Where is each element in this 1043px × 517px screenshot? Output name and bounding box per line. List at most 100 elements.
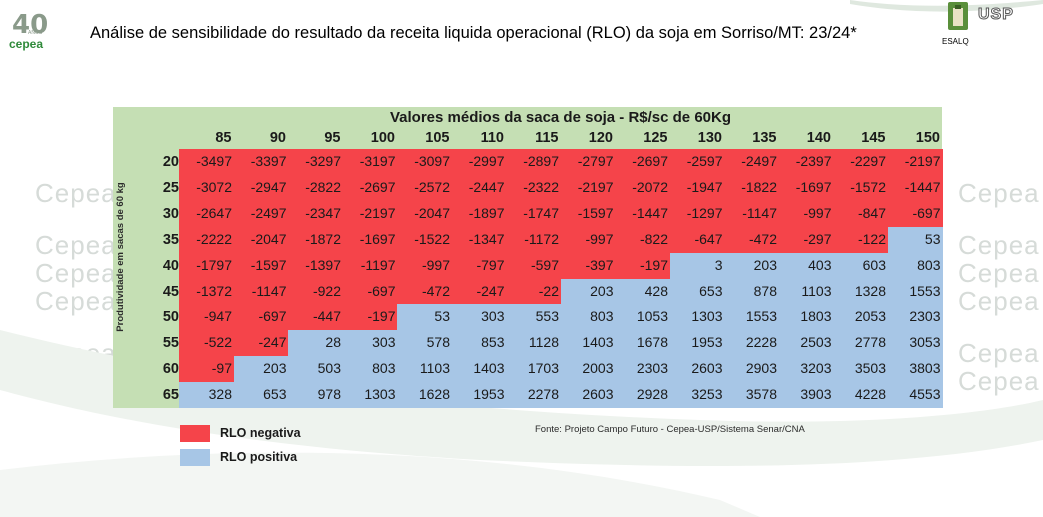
table-cell: -797 [451,252,507,279]
legend-swatch-negative [180,425,210,442]
watermark-text: Cepea [35,366,117,396]
table-cell: -397 [560,252,616,279]
table-cell: 1103 [397,356,452,383]
legend-label: RLO positiva [220,450,298,464]
table-cell: -1872 [288,226,343,254]
table-cell: -997 [560,226,616,254]
table-cell: -97 [179,356,234,383]
table-cell: -922 [288,278,343,305]
watermark-text: Cepea [35,230,117,260]
table-cell: 303 [342,330,398,357]
table-cell: 1628 [397,382,452,409]
column-header: 90 [269,130,286,146]
table-cell: 1553 [724,304,779,331]
table-cell: -3197 [342,149,398,176]
table-cell: -2047 [397,200,452,228]
row-header: 55 [162,335,179,352]
last-row-label-bg [157,386,179,408]
table-cell: 3578 [724,382,779,409]
table-cell: 853 [451,330,507,357]
table-cell: -2822 [288,174,343,202]
table-cell: -522 [179,330,234,357]
table-cell: -1572 [833,174,888,202]
table-cell: -2197 [887,149,943,176]
watermark-text: Cepea [958,230,1040,260]
watermark-text: Cepea [35,178,117,208]
table-cell: 1403 [560,330,616,357]
table-cell: -3072 [179,174,234,202]
table-title: Valores médios da saca de soja - R$/sc d… [179,107,942,128]
table-cell: -2322 [506,174,561,202]
cepea-40-logo: 40 ANOS cepea [4,8,60,54]
table-cell: -197 [615,252,670,279]
watermark-text: Cepea [958,286,1040,316]
row-axis-label: Produtividade em sacas de 60 kg [115,182,126,332]
table-cell: -2447 [451,174,507,202]
table-cell: 2903 [724,356,779,383]
table-cell: -1397 [288,252,343,279]
table-cell: -2072 [615,174,670,202]
table-cell: -647 [669,226,725,254]
table-cell: 4553 [887,382,943,409]
table-cell: -1447 [887,174,943,202]
table-cell: -2947 [233,174,289,202]
table-cell: 578 [397,330,452,357]
table-cell: -597 [506,252,561,279]
table-cell: -3397 [233,149,289,176]
logo-40-number: 40 [12,10,49,40]
table-cell: 503 [288,356,343,383]
logo-anos-text: ANOS [28,30,43,36]
table-cell: 2303 [615,356,670,383]
table-cell: -1747 [506,200,561,228]
table-cell: 53 [887,226,943,254]
table-cell: -2497 [724,149,779,176]
table-cell: 1703 [506,356,561,383]
table-cell: -2997 [451,149,507,176]
table-cell: -1597 [233,252,289,279]
table-cell: 28 [288,330,343,357]
watermark-text: Cepea [35,286,117,316]
watermark-text: Cepea [35,258,117,288]
table-cell: 1053 [615,304,670,331]
table-cell: -1147 [233,278,289,305]
table-cell: -247 [233,330,289,357]
table-cell: -297 [778,226,834,254]
table-cell: 203 [560,278,616,305]
column-header: 150 [915,130,940,146]
table-cell: -822 [615,226,670,254]
watermark-text: Cepea [958,178,1040,208]
table-cell: 1953 [451,382,507,409]
table-cell: -22 [506,278,561,305]
table-cell: 1803 [778,304,834,331]
table-cell: -2197 [342,200,398,228]
table-cell: 2303 [887,304,943,331]
table-cell: -1447 [615,200,670,228]
column-header: 110 [480,130,504,146]
table-cell: 203 [724,252,779,279]
table-cell: -697 [233,304,289,331]
table-cell: -947 [179,304,234,331]
table-cell: -1197 [342,252,398,279]
table-cell: -847 [833,200,888,228]
table-cell: 2503 [778,330,834,357]
table-cell: -697 [887,200,943,228]
table-cell: 3903 [778,382,834,409]
table-cell: 3803 [887,356,943,383]
table-cell: -1147 [724,200,779,228]
table-cell: 803 [560,304,616,331]
column-header: 140 [806,130,831,146]
table-cell: -122 [833,226,888,254]
table-cell: 3053 [887,330,943,357]
table-cell: -1947 [669,174,725,202]
logo-cepea-word: cepea [9,37,44,51]
watermark-text: Cepea [35,338,117,368]
row-header: 35 [162,231,179,248]
table-cell: -2647 [179,200,234,228]
table-cell: 803 [342,356,398,383]
esalq-usp-logo: ESALQ USP [940,0,1040,52]
table-cell: -1297 [669,200,725,228]
table-cell: -1347 [451,226,507,254]
column-header: 125 [643,130,668,146]
table-cell: 3203 [778,356,834,383]
row-header: 40 [162,257,179,274]
